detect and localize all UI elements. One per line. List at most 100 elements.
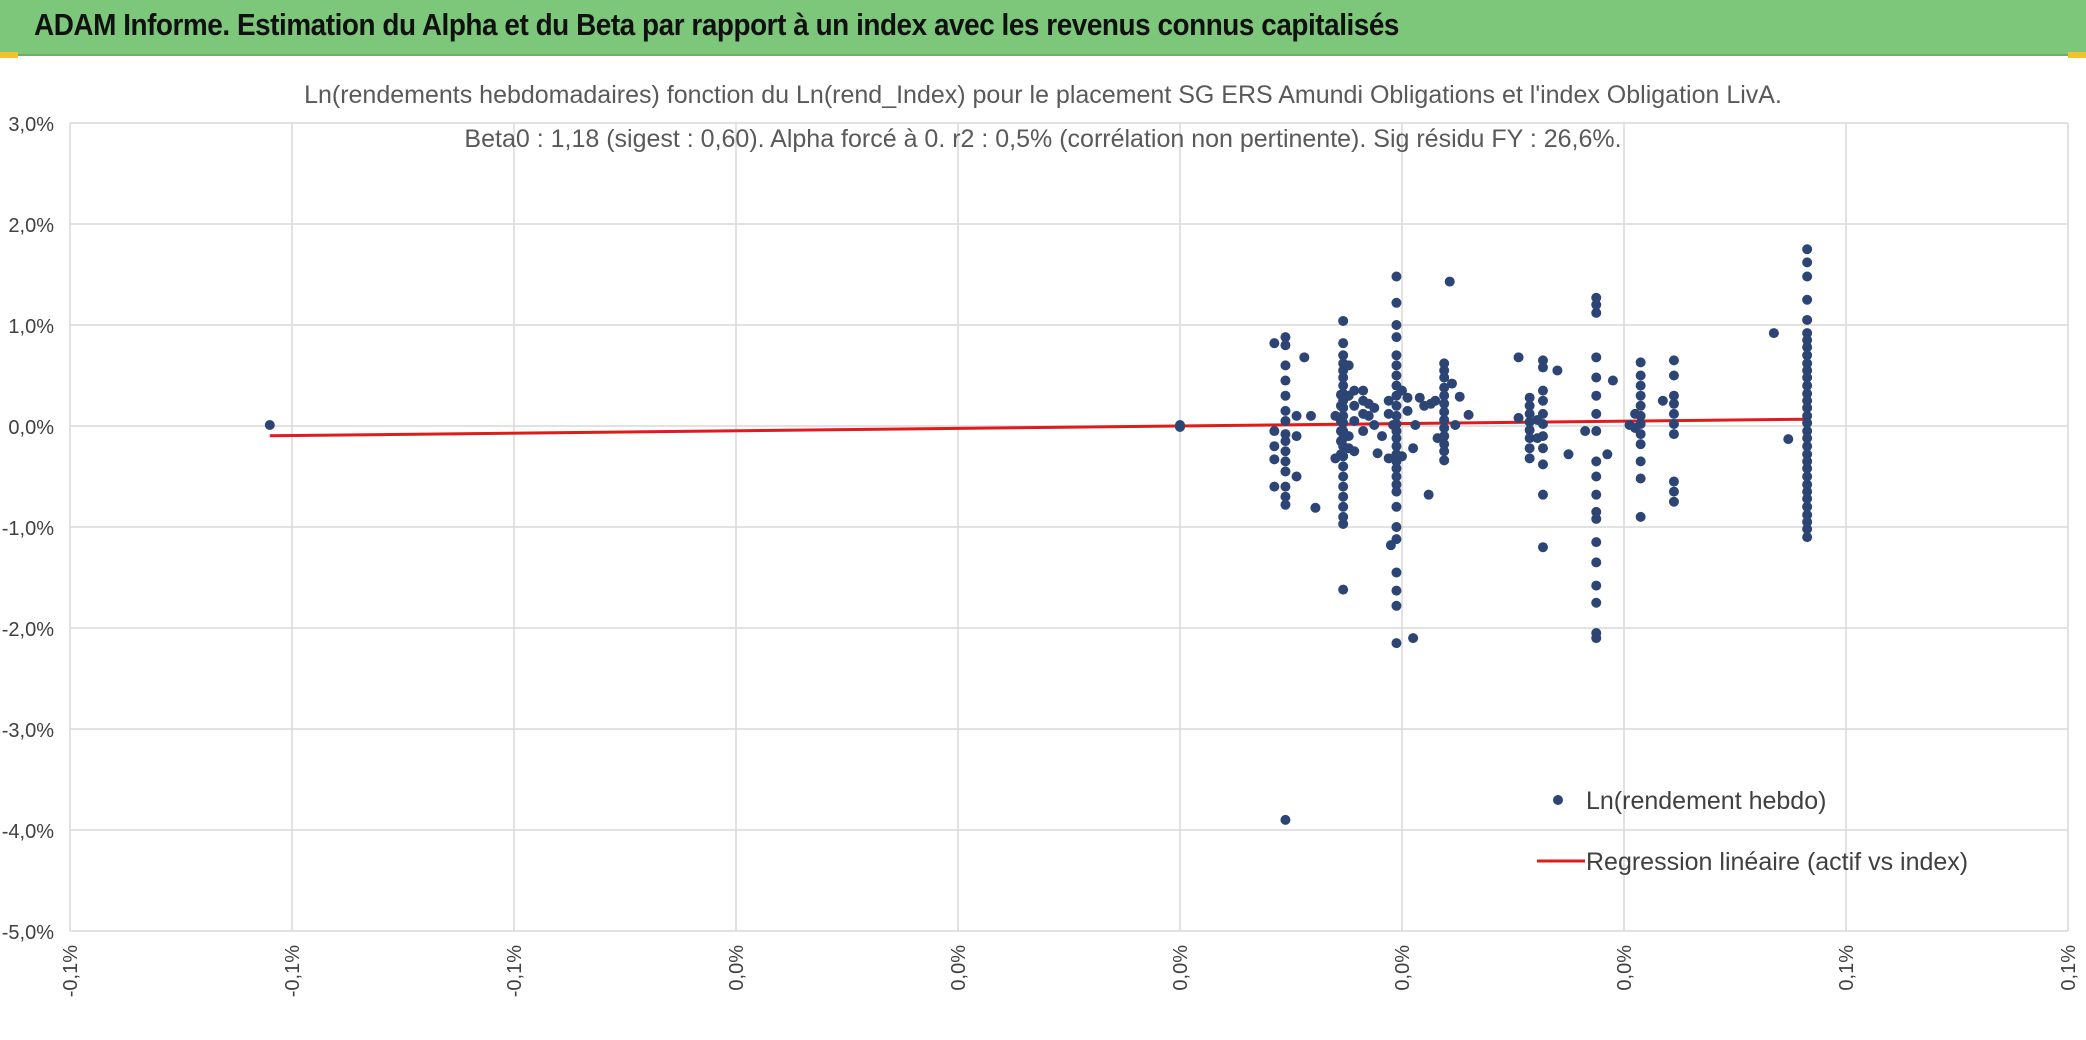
y-tick-label: 3,0% [8,114,54,136]
data-point [1391,360,1402,371]
data-point [1802,417,1813,428]
data-point [1391,441,1402,452]
data-point [1537,355,1548,366]
data-point [1269,338,1280,349]
data-point [1338,451,1349,462]
data-point [1537,443,1548,454]
data-point [1802,471,1813,482]
x-tick-label: 0,1% [2058,945,2080,991]
data-point [1391,400,1402,411]
data-point [1591,426,1602,437]
data-point [1299,352,1310,363]
data-point [1358,426,1369,437]
data-point [1591,471,1602,482]
data-point [1391,418,1402,429]
data-point [1802,328,1813,339]
data-point [1635,370,1646,381]
data-point [1635,456,1646,467]
data-point [1269,426,1280,437]
data-point [1607,375,1618,386]
data-point [1280,429,1291,440]
data-point [1802,463,1813,474]
data-point [1408,443,1419,454]
data-point [1591,557,1602,568]
data-point [1430,395,1441,406]
x-tick-label: -0,1% [282,945,304,997]
x-tick-label: -0,1% [60,945,82,997]
data-point [1397,385,1407,396]
data-point [1802,516,1813,527]
data-point [1280,499,1291,510]
data-point [1668,408,1679,419]
y-tick-label: -1,0% [2,518,54,540]
regression-layer [269,417,1808,438]
corner-accent-top-left [0,52,18,60]
data-point [1591,390,1602,401]
data-point [1338,518,1349,529]
data-point [1591,580,1602,591]
data-point [1668,418,1679,429]
data-point [1349,385,1360,396]
chart-legend: Ln(rendement hebdo) Regression linéaire … [1537,787,1968,876]
data-point [1591,372,1602,383]
data-point [1391,463,1402,474]
data-point [1802,294,1813,305]
data-point [1338,372,1349,383]
data-point [1280,332,1291,343]
data-point [1524,408,1535,419]
grid-layer [69,122,2069,932]
data-point [1563,449,1574,460]
data-point [1444,276,1455,287]
data-point [1591,307,1602,318]
data-point [1280,340,1291,351]
data-point [1369,402,1380,413]
data-point [1635,511,1646,522]
data-point [1802,350,1813,361]
regression-line [269,417,1808,438]
x-tick-labels: -0,1% -0,1% -0,1% 0,0% 0,0% 0,0% 0,0% 0,0% 0,1% 0… [60,945,2080,997]
data-point [1330,410,1341,421]
data-point [1591,456,1602,467]
data-point [1580,426,1591,437]
data-point [1635,380,1646,391]
x-tick-label: 0,1% [1836,945,1858,991]
x-tick-label: -0,1% [504,945,526,997]
data-point [1802,314,1813,325]
x-tick-label: 0,0% [1170,945,1192,991]
data-point [1391,297,1402,308]
data-point [1657,395,1668,406]
data-point [1591,292,1602,303]
data-point [1591,408,1602,419]
data-point [1454,391,1465,402]
data-point [1524,425,1535,436]
y-tick-label: -3,0% [2,720,54,742]
data-point [1537,395,1548,406]
y-tick-label: 1,0% [8,316,54,338]
data-point [1668,476,1679,487]
corner-accent-top-right [2068,52,2086,60]
data-point [1391,585,1402,596]
data-point [1358,385,1369,396]
data-point [1383,453,1394,464]
data-point [1668,398,1679,409]
data-point [1338,511,1349,522]
report-header: ADAM Informe. Estimation du Alpha et du … [0,0,2086,56]
points-layer [264,244,1813,825]
data-point [1280,360,1291,371]
data-point [1269,481,1280,492]
data-point [1802,479,1813,490]
data-point [1668,355,1679,366]
data-point [1391,479,1402,490]
data-point [1537,542,1548,553]
data-point [1280,456,1291,467]
data-point [1402,405,1413,416]
data-point [1439,358,1450,369]
data-point [1802,410,1813,421]
data-point [1338,350,1349,361]
data-point [1402,392,1413,403]
data-point [1338,402,1349,413]
data-point [1524,416,1535,427]
data-point [1369,419,1380,430]
data-point [1802,402,1813,413]
data-point [1439,372,1450,383]
